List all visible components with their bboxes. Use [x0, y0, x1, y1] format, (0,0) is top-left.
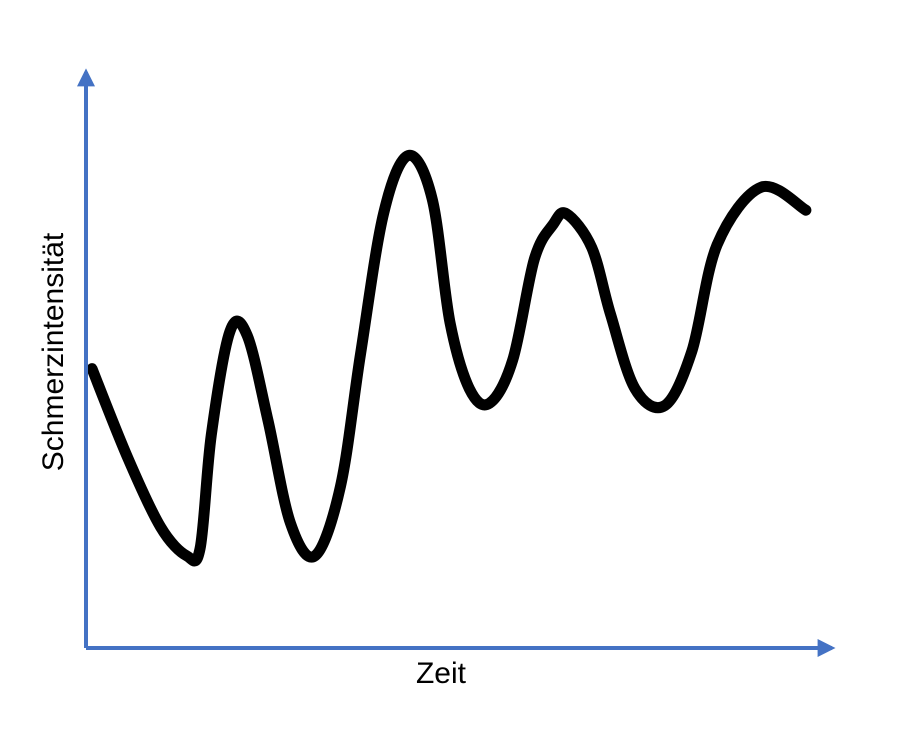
y-axis-label: Schmerzintensität — [37, 232, 70, 471]
x-axis-label: Zeit — [416, 657, 467, 690]
series-line-0 — [86, 149, 812, 567]
plot-area — [86, 149, 812, 567]
